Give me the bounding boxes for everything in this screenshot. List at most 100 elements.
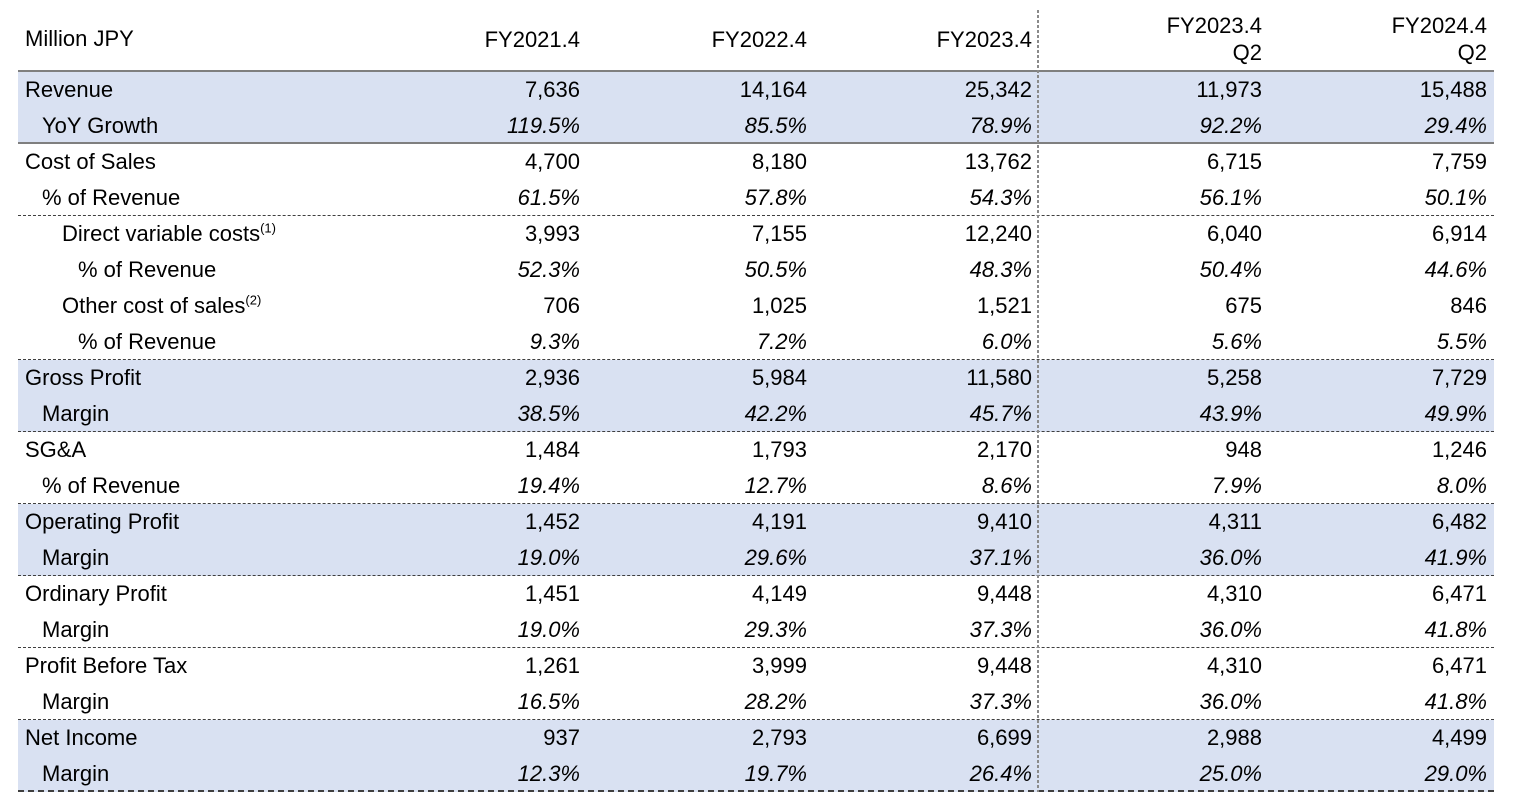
row-label-cell: SG&A xyxy=(18,432,360,468)
row-label: Margin xyxy=(42,761,110,786)
value-cell-fy2024-q2: 44.6% xyxy=(1424,257,1487,282)
value-cell-fy2023: 1,521 xyxy=(976,293,1032,318)
value-cell-fy2022: 1,025 xyxy=(751,293,807,318)
value-cell-fy2023: 48.3% xyxy=(969,257,1032,282)
table-row: Margin 16.5% 28.2% 37.3% 36.0% 41.8% xyxy=(18,684,1494,720)
row-label: % of Revenue xyxy=(42,185,181,210)
value-cell-fy2024-q2: 7,729 xyxy=(1431,365,1487,390)
value-cell-fy2022: 57.8% xyxy=(744,185,807,210)
row-label: Gross Profit xyxy=(25,365,142,390)
row-label: Net Income xyxy=(25,725,138,750)
row-label: Profit Before Tax xyxy=(25,653,188,678)
value-cell-fy2022: 7.2% xyxy=(756,329,807,354)
table-row: % of Revenue 19.4% 12.7% 8.6% 7.9% 8.0% xyxy=(18,468,1494,504)
table-row: % of Revenue 9.3% 7.2% 6.0% 5.6% 5.5% xyxy=(18,324,1494,360)
row-label: Margin xyxy=(42,545,110,570)
col-header-fy2023-q2: FY2023.4 Q2 xyxy=(1039,8,1269,70)
value-cell-fy2021: 61.5% xyxy=(517,185,580,210)
row-label-cell: Operating Profit xyxy=(18,504,360,540)
value-cell-fy2023-q2: 56.1% xyxy=(1199,185,1262,210)
table-body: Revenue 7,636 14,164 25,342 11,973 15,48… xyxy=(18,70,1494,792)
value-cell-fy2023: 78.9% xyxy=(969,113,1032,138)
value-cell-fy2024-q2: 846 xyxy=(1450,293,1487,318)
col-header-line1: FY2023.4 xyxy=(936,26,1032,52)
row-label: Margin xyxy=(42,689,110,714)
value-cell-fy2021: 9.3% xyxy=(529,329,580,354)
row-label-cell: Margin xyxy=(18,396,360,431)
row-label: Margin xyxy=(42,617,110,642)
value-cell-fy2024-q2: 8.0% xyxy=(1436,473,1487,498)
value-cell-fy2022: 5,984 xyxy=(751,365,807,390)
row-label: Operating Profit xyxy=(25,509,180,534)
value-cell-fy2023: 9,410 xyxy=(976,509,1032,534)
value-cell-fy2023-q2: 4,310 xyxy=(1206,581,1262,606)
col-header-fy2024-q2: FY2024.4 Q2 xyxy=(1269,8,1494,70)
value-cell-fy2023: 2,170 xyxy=(976,437,1032,462)
table-row: Net Income 937 2,793 6,699 2,988 4,499 xyxy=(18,720,1494,756)
row-label-cell: Margin xyxy=(18,756,360,791)
table-row: % of Revenue 52.3% 50.5% 48.3% 50.4% 44.… xyxy=(18,252,1494,288)
value-cell-fy2023-q2: 4,310 xyxy=(1206,653,1262,678)
col-header-line2: Q2 xyxy=(1457,40,1487,65)
value-cell-fy2023-q2: 5,258 xyxy=(1206,365,1262,390)
col-header-fy2022: FY2022.4 xyxy=(587,8,814,70)
value-cell-fy2024-q2: 49.9% xyxy=(1424,401,1487,426)
value-cell-fy2023-q2: 6,040 xyxy=(1206,221,1262,246)
value-cell-fy2022: 2,793 xyxy=(751,725,807,750)
value-cell-fy2022: 42.2% xyxy=(744,401,807,426)
row-label-superscript: (2) xyxy=(245,292,262,308)
row-label-cell: YoY Growth xyxy=(18,108,360,143)
row-label: SG&A xyxy=(25,437,87,462)
value-cell-fy2023-q2: 6,715 xyxy=(1206,149,1262,174)
value-cell-fy2021: 1,261 xyxy=(524,653,580,678)
value-cell-fy2021: 19.4% xyxy=(517,473,580,498)
value-cell-fy2023: 25,342 xyxy=(964,77,1032,102)
row-label-cell: Profit Before Tax xyxy=(18,648,360,684)
value-cell-fy2024-q2: 1,246 xyxy=(1431,437,1487,462)
value-cell-fy2021: 3,993 xyxy=(524,221,580,246)
value-cell-fy2023-q2: 92.2% xyxy=(1199,113,1262,138)
table-row: YoY Growth 119.5% 85.5% 78.9% 92.2% 29.4… xyxy=(18,108,1494,144)
value-cell-fy2023: 37.3% xyxy=(969,617,1032,642)
table-row: Direct variable costs(1) 3,993 7,155 12,… xyxy=(18,216,1494,252)
value-cell-fy2021: 7,636 xyxy=(524,77,580,102)
value-cell-fy2022: 50.5% xyxy=(744,257,807,282)
col-header-line1: FY2021.4 xyxy=(484,26,580,52)
row-label-superscript: (1) xyxy=(260,220,276,236)
row-label-cell: Other cost of sales(2) xyxy=(18,288,360,324)
value-cell-fy2023-q2: 2,988 xyxy=(1206,725,1262,750)
row-label-cell: Margin xyxy=(18,540,360,575)
row-label-cell: Margin xyxy=(18,684,360,719)
col-header-line2: Q2 xyxy=(1232,40,1262,65)
table-row: Cost of Sales 4,700 8,180 13,762 6,715 7… xyxy=(18,144,1494,180)
value-cell-fy2022: 8,180 xyxy=(751,149,807,174)
value-cell-fy2021: 2,936 xyxy=(524,365,580,390)
table-row: Margin 19.0% 29.3% 37.3% 36.0% 41.8% xyxy=(18,612,1494,648)
value-cell-fy2022: 4,149 xyxy=(751,581,807,606)
col-header-fy2021: FY2021.4 xyxy=(360,8,587,70)
value-cell-fy2024-q2: 41.9% xyxy=(1424,545,1487,570)
value-cell-fy2023-q2: 43.9% xyxy=(1199,401,1262,426)
row-label-cell: Margin xyxy=(18,612,360,647)
value-cell-fy2024-q2: 29.4% xyxy=(1424,113,1487,138)
value-cell-fy2021: 1,452 xyxy=(524,509,580,534)
value-cell-fy2023: 37.1% xyxy=(969,545,1032,570)
table-header-row: Million JPY FY2021.4 FY2022.4 FY2023.4 F… xyxy=(18,8,1494,70)
value-cell-fy2024-q2: 15,488 xyxy=(1419,77,1487,102)
value-cell-fy2022: 3,999 xyxy=(751,653,807,678)
value-cell-fy2021: 19.0% xyxy=(517,545,580,570)
value-cell-fy2023: 9,448 xyxy=(976,581,1032,606)
row-label: Cost of Sales xyxy=(25,149,156,174)
row-label-cell: % of Revenue xyxy=(18,468,360,503)
value-cell-fy2022: 12.7% xyxy=(744,473,807,498)
row-label-cell: % of Revenue xyxy=(18,324,360,359)
row-label: % of Revenue xyxy=(78,329,217,354)
value-cell-fy2023: 54.3% xyxy=(969,185,1032,210)
table-row: Margin 38.5% 42.2% 45.7% 43.9% 49.9% xyxy=(18,396,1494,432)
value-cell-fy2023-q2: 36.0% xyxy=(1199,689,1262,714)
value-cell-fy2022: 28.2% xyxy=(744,689,807,714)
value-cell-fy2024-q2: 4,499 xyxy=(1431,725,1487,750)
row-label-cell: Ordinary Profit xyxy=(18,576,360,612)
row-label-cell: Direct variable costs(1) xyxy=(18,216,360,252)
row-label-cell: % of Revenue xyxy=(18,252,360,288)
